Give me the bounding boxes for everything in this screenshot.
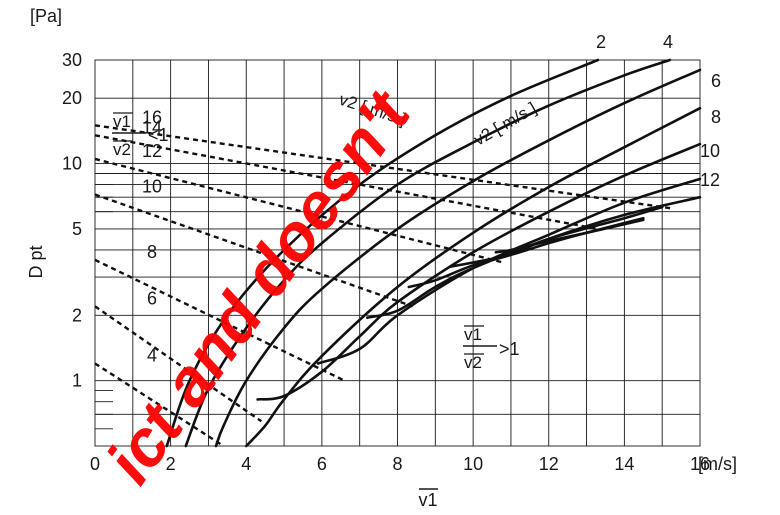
y-tick-label: 5 [72,219,82,239]
curve-v2-4 [184,58,672,448]
region-ul-denominator: v2 [113,140,131,159]
region-label-upper-left: v1 v2 <1 [112,112,169,159]
dashed-line-v2-10 [94,193,414,308]
curve-end-label: 8 [711,107,721,127]
curve-end-label: 4 [663,32,673,52]
x-tick-label: 12 [539,454,559,474]
region-label-lower-right: v1 v2 >1 [463,325,520,372]
dashed-line-label: 8 [147,242,157,262]
dashed-line-label: 10 [142,177,162,197]
region-lr-numerator: v1 [464,325,482,344]
curve-family-label: v2 [ m/s ] [471,99,540,150]
curve-v2-extra-6 [366,195,702,319]
x-unit-label: [m/s] [698,454,737,474]
curve-v2-extra-9 [494,218,645,254]
curve-v2-12 [316,177,702,365]
region-ul-numerator: v1 [113,112,131,131]
curve-v2-10 [256,142,702,401]
y-tick-label: 2 [72,305,82,325]
dashed-line-label: 12 [142,141,162,161]
y-tick-label: 20 [62,88,82,108]
x-axis-label: v1 [418,490,437,510]
x-tick-label: 2 [166,454,176,474]
dashed-line-v2-8 [94,258,346,382]
dashed-line-v2-12 [94,157,504,264]
dashed-line-label: 6 [147,288,157,308]
x-tick-label: 10 [463,454,483,474]
curve-end-label: 10 [700,141,720,161]
dashed-line-label: 14 [142,117,162,137]
dashed-line-label: 16 [142,107,162,127]
dashed-line-v2-4 [94,362,225,448]
region-ul-relation: <1 [148,125,169,145]
x-tick-label: 16 [690,454,710,474]
dashed-line-v2-14 [94,134,599,231]
curve-v2-8 [245,106,702,448]
curve-v2-6 [214,68,702,448]
y-axis-label: D pt [26,245,46,278]
y-tick-label: 30 [62,50,82,70]
x-tick-label: 0 [90,454,100,474]
dashed-line-v2-6 [94,305,263,423]
curve-end-label: 6 [711,71,721,91]
x-tick-label: 4 [241,454,251,474]
y-unit-label: [Pa] [30,6,62,26]
curve-v2-2 [165,58,600,448]
region-lr-relation: >1 [499,339,520,359]
curve-end-label: 2 [596,32,606,52]
y-tick-label: 10 [62,154,82,174]
y-tick-label: 1 [72,371,82,391]
x-tick-label: 6 [317,454,327,474]
curve-family: 2 4 6 8 10 12 [165,32,721,448]
region-lr-denominator: v2 [464,353,482,372]
x-tick-label: 8 [392,454,402,474]
curve-end-label: 12 [700,170,720,190]
dashed-line-label: 4 [147,345,157,365]
x-tick-label: 14 [614,454,634,474]
